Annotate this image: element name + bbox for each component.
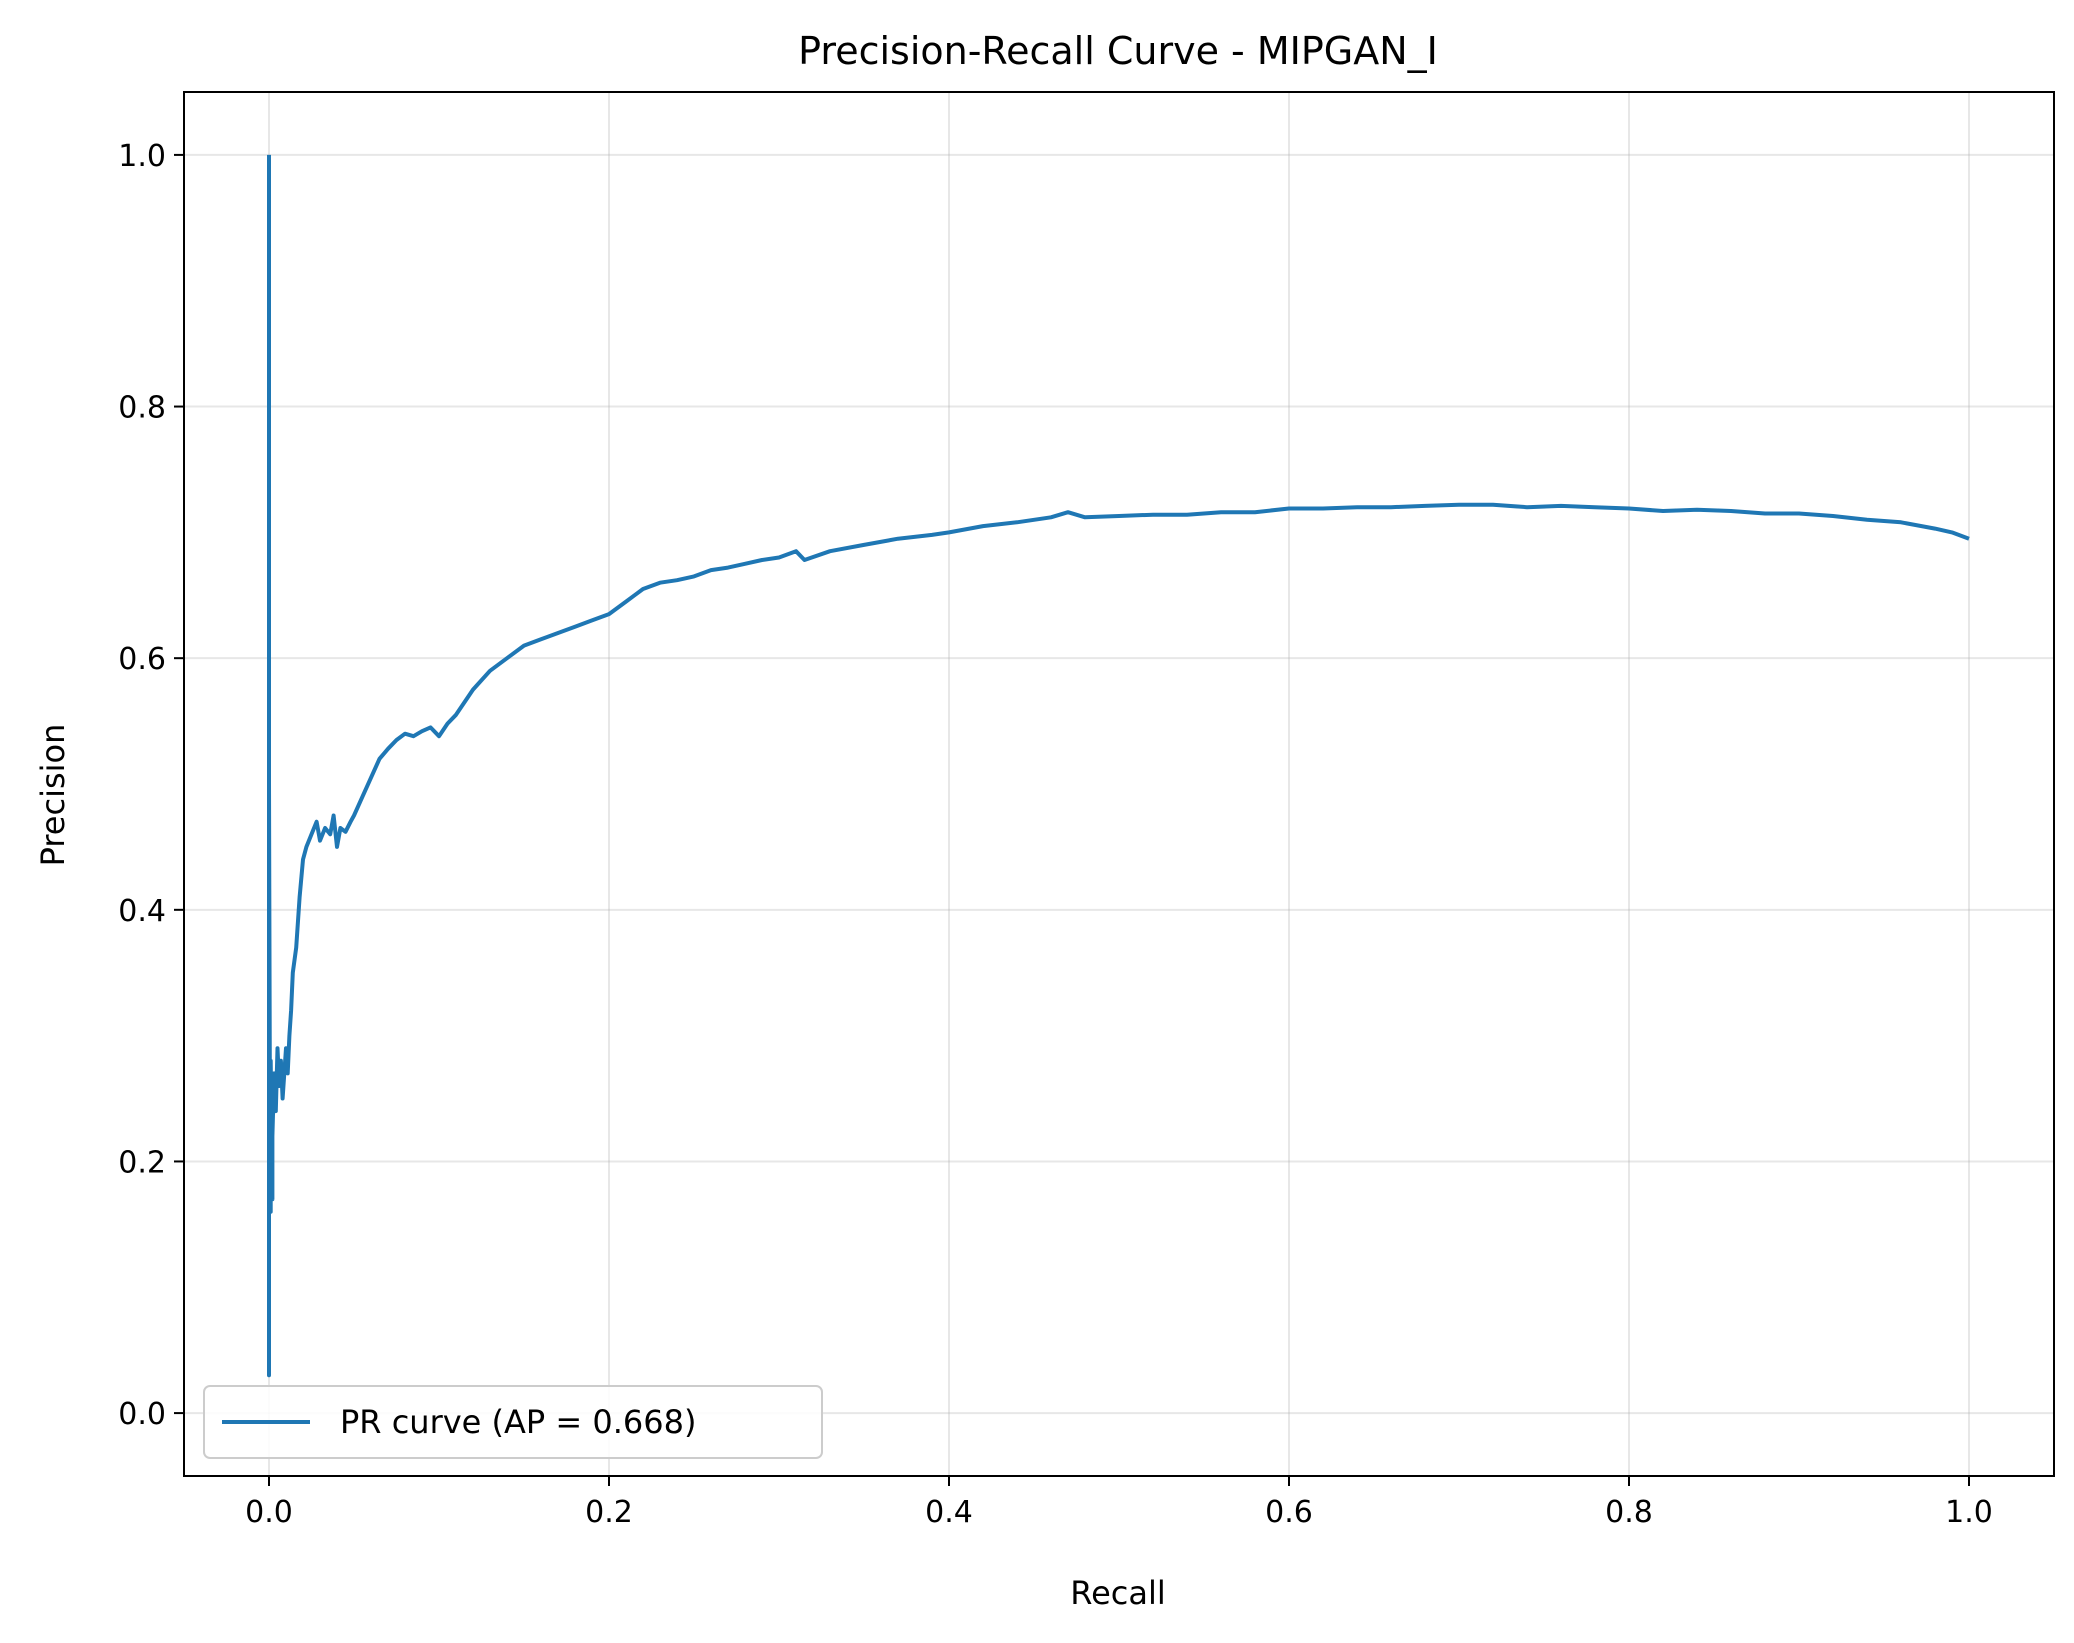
x-tick-labels: 0.0 0.2 0.4 0.6 0.8 1.0	[245, 1495, 1993, 1530]
y-tick-label: 0.6	[118, 642, 166, 677]
x-tick-label: 0.6	[1265, 1495, 1313, 1530]
x-tick-label: 0.4	[925, 1495, 973, 1530]
y-tick-label: 0.4	[118, 894, 166, 929]
y-axis-label: Precision	[34, 724, 72, 867]
y-tick-label: 0.2	[118, 1145, 166, 1180]
x-tick-label: 0.8	[1605, 1495, 1653, 1530]
pr-curve-line	[267, 154, 1970, 1378]
tick-marks	[174, 153, 1970, 1486]
series-layer	[267, 154, 1970, 1378]
y-tick-label: 0.0	[118, 1397, 166, 1432]
grid-lines	[184, 92, 2054, 1476]
plot-frame	[183, 91, 2055, 1477]
x-tick-label: 0.0	[245, 1495, 293, 1530]
x-tick-label: 1.0	[1945, 1495, 1993, 1530]
x-axis-label: Recall	[1070, 1574, 1165, 1612]
legend-box	[203, 1385, 823, 1459]
chart-title: Precision-Recall Curve - MIPGAN_I	[798, 29, 1438, 73]
y-tick-label: 0.8	[118, 391, 166, 426]
legend-label: PR curve (AP = 0.668)	[340, 1403, 696, 1441]
y-tick-label: 1.0	[118, 139, 166, 174]
x-tick-label: 0.2	[585, 1495, 633, 1530]
legend: PR curve (AP = 0.668)	[203, 1385, 823, 1459]
y-tick-labels: 0.0 0.2 0.4 0.6 0.8 1.0	[118, 139, 166, 1432]
